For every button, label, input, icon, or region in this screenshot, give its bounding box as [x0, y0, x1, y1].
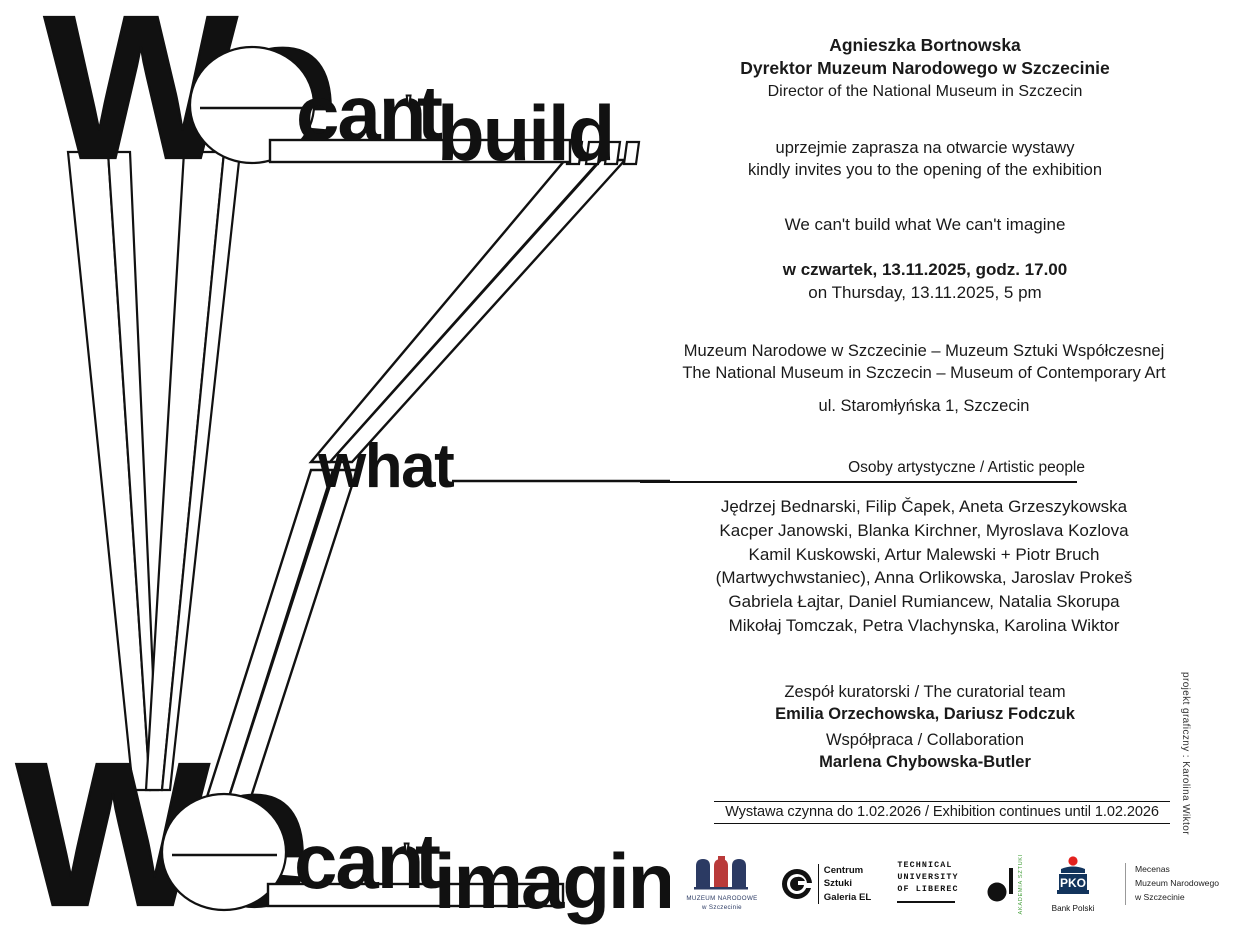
artists-list: Jędrzej Bednarski, Filip Čapek, Aneta Gr… — [630, 495, 1218, 638]
mecenas-line-2: Muzeum Narodowego — [1134, 878, 1220, 889]
host-role-en: Director of the National Museum in Szcze… — [767, 82, 1083, 100]
artwork-apostrophe-bottom: ' — [403, 834, 410, 879]
chevron-strokes — [204, 158, 628, 802]
pko-mark: PKO — [1057, 855, 1089, 894]
muzeum-narodowe-caption-2: w Szczecinie — [702, 903, 742, 911]
date-en: on Thursday, 13.11.2025, 5 pm — [808, 282, 1042, 302]
designer-credit: projekt graficzny : Karolina Wiktor — [1180, 672, 1191, 835]
connector-strokes — [66, 150, 242, 792]
venue-block: Muzeum Narodowe w Szczecinie – Muzeum Sz… — [630, 340, 1218, 417]
collaboration-names: Marlena Chybowska-Butler — [819, 753, 1031, 772]
venue-address: ul. Staromłyńska 1, Szczecin — [818, 397, 1030, 416]
artists-line: Kacper Janowski, Blanka Kirchner, Myrosl… — [719, 520, 1129, 540]
artwork-t-bottom: t — [415, 817, 441, 905]
curators-names: Emilia Orzechowska, Dariusz Fodczuk — [775, 705, 1075, 724]
logo-mecenas-text: Mecenas Muzeum Narodowego w Szczecinie — [1112, 863, 1232, 905]
artwork-svg: We We can ' t build what We We can ' t i… — [15, 0, 670, 933]
mecenas-line-3: w Szczecinie — [1134, 891, 1185, 902]
artwork-cant-bottom: can — [294, 817, 422, 905]
venue-pl: Muzeum Narodowe w Szczecinie – Muzeum Sz… — [683, 342, 1165, 360]
akademia-sztuki-vertical-text: AKADEMIA SZTUKI — [1018, 853, 1024, 915]
exhibition-duration: Wystawa czynna do 1.02.2026 / Exhibition… — [714, 801, 1170, 824]
artwork-what: what — [317, 432, 454, 501]
artwork-cant-top: can — [296, 69, 424, 157]
logo-centrum-sztuki-galeria-el: Centrum Sztuki Galeria EL — [772, 864, 880, 904]
exhibition-title-block: We can't build what We can't imagine — [640, 214, 1210, 237]
typographic-artwork: We We can ' t build what We We can ' t i… — [15, 0, 670, 933]
artists-line: (Martwychwstaniec), Anna Orlikowska, Jar… — [715, 568, 1133, 588]
artwork-e-top-bowl — [188, 45, 316, 165]
artwork-e-bottom-extension-bar — [266, 882, 565, 908]
artwork-e-bottom-bowl — [160, 792, 288, 912]
host-role-pl: Dyrektor Muzeum Narodowego w Szczecinie — [740, 58, 1110, 79]
logo-akademia-sztuki: AKADEMIA SZTUKI — [976, 853, 1034, 915]
tul-line-2: UNIVERSITY — [897, 871, 959, 882]
invitation-block: uprzejmie zaprasza na otwarcie wystawy k… — [640, 137, 1210, 181]
muzeum-narodowe-mark — [694, 855, 748, 890]
curators-heading: Zespół kuratorski / The curatorial team — [784, 683, 1066, 701]
logo-muzeum-narodowe: MUZEUM NARODOWE w Szczecinie — [672, 855, 772, 913]
artists-heading: Osoby artystyczne / Artistic people — [848, 459, 1085, 476]
logo-technical-university-liberec: TECHNICAL UNIVERSITY OF LIBEREC — [880, 860, 976, 909]
artists-heading-rule — [640, 481, 1077, 483]
invitation-en: kindly invites you to the opening of the… — [747, 161, 1103, 180]
host-block: Agnieszka Bortnowska Dyrektor Muzeum Nar… — [640, 34, 1210, 102]
exhibition-title: We can't build what We can't imagine — [784, 215, 1066, 234]
host-name: Agnieszka Bortnowska — [829, 35, 1021, 55]
galeria-el-line-3: Galeria EL — [823, 891, 872, 903]
artists-line: Jędrzej Bednarski, Filip Čapek, Aneta Gr… — [720, 497, 1128, 516]
invitation-pl: uprzejmie zaprasza na otwarcie wystawy — [775, 139, 1075, 157]
svg-text:PKO: PKO — [1060, 876, 1086, 890]
artwork-t-top: t — [417, 69, 443, 157]
artwork-apostrophe-top: ' — [405, 86, 412, 131]
tul-line-3: OF LIBEREC — [897, 883, 959, 894]
date-block: w czwartek, 13.11.2025, godz. 17.00 on T… — [640, 259, 1210, 305]
akademia-sztuki-mark — [987, 867, 1013, 902]
artwork-build-top: build — [437, 89, 613, 177]
artwork-e-top-extension-bar — [268, 138, 572, 164]
venue-en: The National Museum in Szczecin – Museum… — [682, 364, 1166, 383]
invitation-text-column: Agnieszka Bortnowska Dyrektor Muzeum Nar… — [640, 0, 1210, 933]
logo-strip: MUZEUM NARODOWE w Szczecinie Centrum Szt… — [672, 845, 1232, 923]
logo-pko-bank-polski: PKO Bank Polski — [1034, 855, 1112, 913]
artists-line: Kamil Kuskowski, Artur Malewski + Piotr … — [748, 544, 1100, 564]
muzeum-narodowe-caption-1: MUZEUM NARODOWE — [686, 894, 758, 902]
galeria-el-line-1: Centrum — [823, 865, 864, 877]
tul-line-1: TECHNICAL — [897, 859, 953, 870]
tul-underline — [897, 901, 956, 904]
pko-caption: Bank Polski — [1051, 903, 1095, 913]
artists-line: Gabriela Łajtar, Daniel Rumiancew, Natal… — [728, 592, 1120, 612]
collaboration-heading: Współpraca / Collaboration — [825, 731, 1025, 750]
curatorial-block: Zespół kuratorski / The curatorial team … — [640, 681, 1210, 773]
artists-line: Mikołaj Tomczak, Petra Vlachynska, Karol… — [728, 615, 1120, 635]
artwork-imagine-bottom: imagine — [434, 837, 670, 925]
galeria-el-text: Centrum Sztuki Galeria EL — [817, 864, 872, 904]
galeria-el-line-2: Sztuki — [823, 878, 853, 890]
date-pl: w czwartek, 13.11.2025, godz. 17.00 — [782, 260, 1068, 279]
galeria-el-mark — [781, 868, 812, 899]
mecenas-line-1: Mecenas — [1134, 864, 1170, 875]
